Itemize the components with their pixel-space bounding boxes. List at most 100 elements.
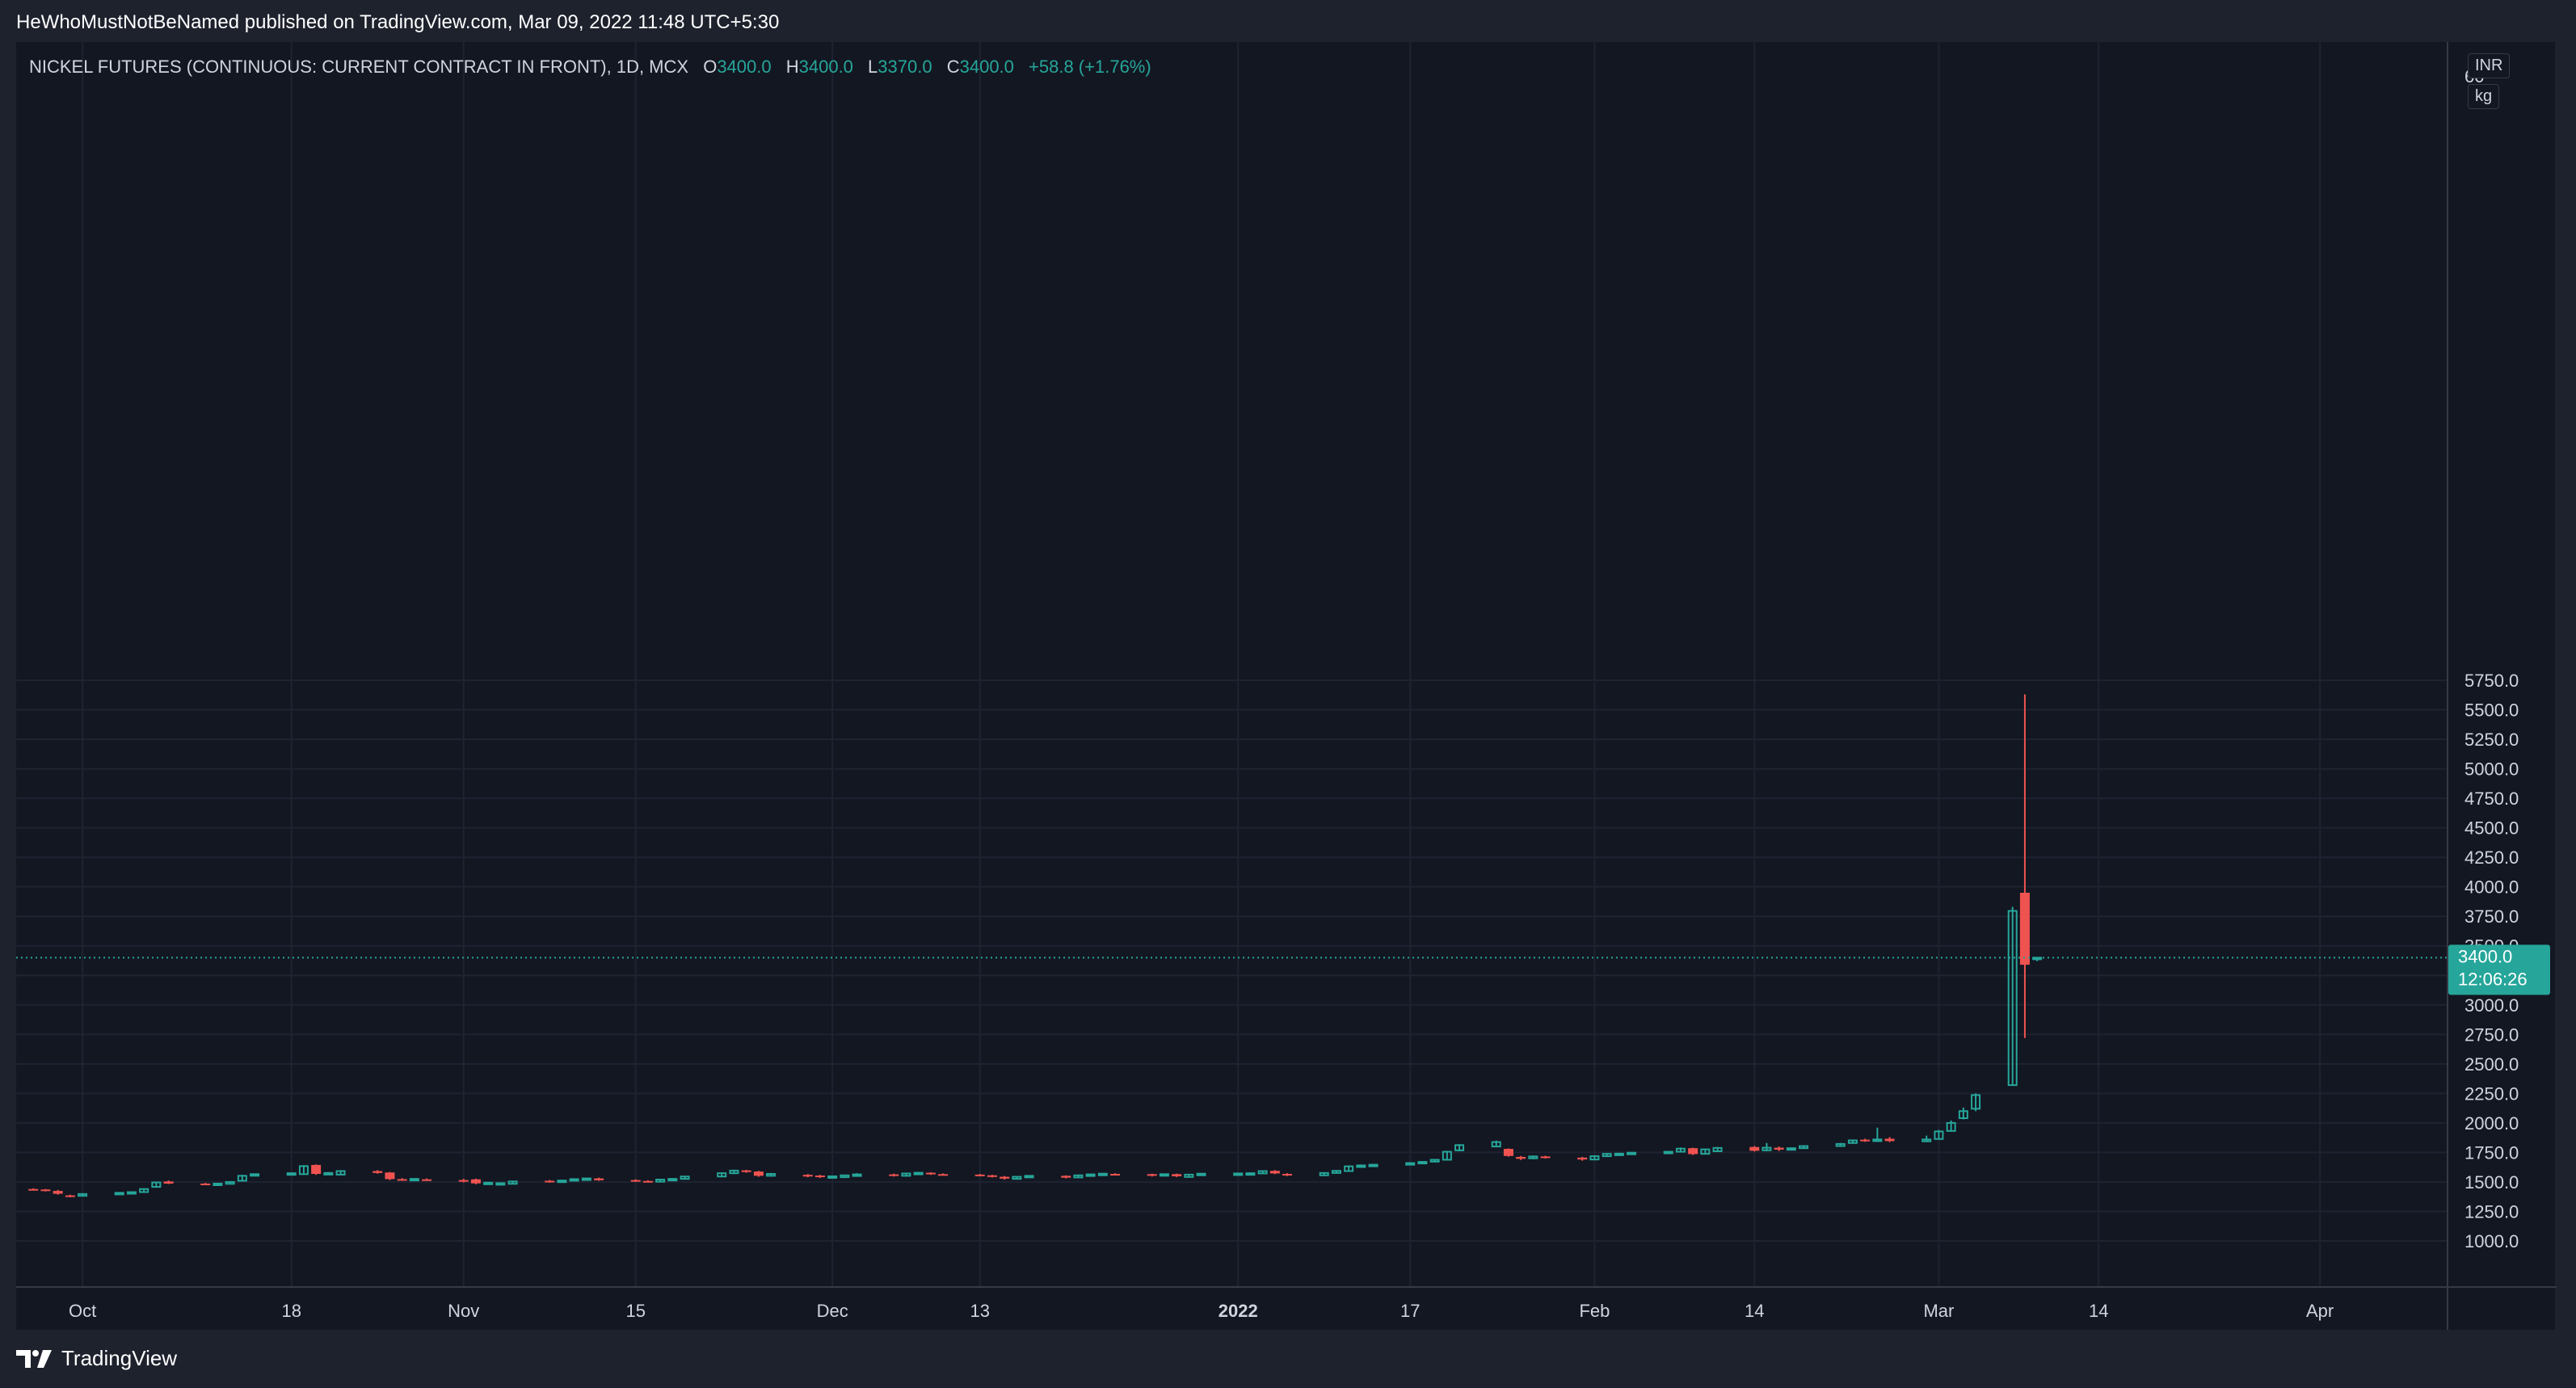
candle-down xyxy=(1540,1155,1551,1159)
candle-up xyxy=(139,1188,149,1193)
candle-body xyxy=(840,1174,850,1179)
candle-body xyxy=(323,1171,334,1176)
time-tick-label: Feb xyxy=(1579,1301,1610,1321)
candle-body xyxy=(250,1173,260,1177)
price-axis[interactable]: 60 5750.05500.05250.05000.04750.04500.04… xyxy=(2447,42,2557,1286)
candle-up xyxy=(717,1172,727,1178)
candle-body xyxy=(1344,1165,1354,1172)
high-label: H xyxy=(785,57,799,77)
candle-body xyxy=(335,1170,346,1176)
candle-body xyxy=(1073,1174,1084,1179)
candle-up xyxy=(1786,1147,1796,1151)
candle-down xyxy=(311,1164,322,1176)
candle-down xyxy=(594,1177,604,1181)
candle-up xyxy=(581,1177,591,1181)
candle-up xyxy=(1835,1142,1846,1147)
candle-body xyxy=(802,1175,813,1177)
candle-down xyxy=(1884,1137,1895,1142)
chart-pane[interactable]: NICKEL FUTURES (CONTINUOUS: CURRENT CONT… xyxy=(16,42,2447,1286)
time-axis[interactable]: Oct 18 Nov 15 Dec 13 2022 17 Feb 14 Mar 14 Apr xyxy=(16,1286,2447,1331)
candle-up xyxy=(1589,1155,1600,1161)
candle-body xyxy=(1159,1173,1169,1177)
candle-up xyxy=(1356,1164,1366,1168)
candle-down xyxy=(1282,1173,1293,1176)
candle-up xyxy=(1700,1148,1711,1155)
time-tick-label: 13 xyxy=(970,1301,989,1321)
candle-body xyxy=(1172,1174,1182,1176)
candle-body xyxy=(545,1180,555,1183)
candle-body xyxy=(766,1173,777,1177)
time-ticks: Oct 18 Nov 15 Dec 13 2022 17 Feb 14 Mar 14 Apr xyxy=(69,1301,2334,1321)
candle-down xyxy=(1688,1147,1698,1155)
candle-down xyxy=(889,1173,899,1177)
candle-up xyxy=(1417,1161,1428,1165)
candle-body xyxy=(1110,1174,1121,1176)
candle-down xyxy=(1172,1173,1182,1177)
candle-body xyxy=(1872,1138,1883,1142)
candle-down xyxy=(2019,694,2030,1038)
candle-body xyxy=(1675,1147,1686,1153)
candle-down xyxy=(28,1188,39,1191)
candle-up xyxy=(852,1173,862,1177)
candle-down xyxy=(814,1175,825,1178)
candle-body xyxy=(458,1180,469,1182)
candle-body xyxy=(729,1169,739,1175)
candle-body xyxy=(1257,1170,1268,1175)
price-axis-labels: 60 5750.05500.05250.05000.04750.04500.04… xyxy=(2448,66,2550,1251)
candle-up xyxy=(1958,1107,1968,1120)
candle-up xyxy=(913,1171,924,1176)
candle-up xyxy=(840,1174,850,1179)
candle-body xyxy=(852,1173,862,1177)
time-tick-label: 14 xyxy=(1745,1301,1764,1321)
low-value: 3370.0 xyxy=(878,57,932,77)
candle-up xyxy=(1331,1170,1341,1174)
candle-up xyxy=(1491,1140,1501,1148)
candle-down xyxy=(422,1178,432,1181)
candle-body xyxy=(655,1179,666,1183)
candle-body xyxy=(667,1178,678,1182)
brand[interactable]: TradingView xyxy=(16,1346,177,1371)
candle-up xyxy=(1012,1176,1022,1180)
price-tick-label: 4500.0 xyxy=(2464,818,2519,839)
tradingview-logo-icon xyxy=(16,1349,52,1368)
candle-down xyxy=(753,1171,764,1177)
candle-up xyxy=(323,1171,334,1176)
candle-up xyxy=(1762,1142,1772,1151)
candle-body xyxy=(594,1178,604,1180)
candle-up xyxy=(1712,1146,1723,1152)
candle-up xyxy=(1934,1129,1944,1140)
change-value: +58.8 (+1.76%) xyxy=(1029,57,1151,77)
candle-body xyxy=(741,1170,751,1172)
axis-corner xyxy=(2447,1286,2557,1331)
candle-up xyxy=(78,1192,88,1197)
candle-up xyxy=(126,1191,137,1195)
vertical-gridlines xyxy=(82,42,2321,1286)
candle-body xyxy=(1847,1139,1858,1144)
candle-body xyxy=(557,1180,567,1184)
candle-up xyxy=(901,1172,911,1177)
candle-body xyxy=(1196,1172,1206,1176)
candle-down xyxy=(1269,1170,1280,1175)
candle-up xyxy=(1024,1175,1034,1179)
candle-body xyxy=(987,1175,997,1177)
currency-button[interactable]: INR xyxy=(2468,53,2511,78)
candle-body xyxy=(1417,1161,1428,1165)
candle-down xyxy=(458,1179,469,1183)
candle-up xyxy=(298,1165,309,1176)
candle-body xyxy=(163,1181,174,1184)
candlestick-chart[interactable] xyxy=(16,42,2447,1286)
candle-up xyxy=(557,1180,567,1184)
price-tick-label: 1750.0 xyxy=(2464,1142,2519,1163)
time-tick-label: 17 xyxy=(1400,1301,1420,1321)
candle-up xyxy=(409,1178,419,1182)
candle-body xyxy=(1061,1176,1071,1178)
candle-down xyxy=(1147,1173,1157,1177)
candle-body xyxy=(1663,1150,1673,1155)
candle-body xyxy=(507,1180,518,1185)
time-tick-label: Dec xyxy=(817,1301,848,1321)
candle-body xyxy=(139,1188,149,1193)
price-tick-label: 5250.0 xyxy=(2464,730,2519,750)
candle-body xyxy=(1971,1094,1981,1110)
unit-button[interactable]: kg xyxy=(2468,84,2500,109)
candle-body xyxy=(200,1183,211,1185)
